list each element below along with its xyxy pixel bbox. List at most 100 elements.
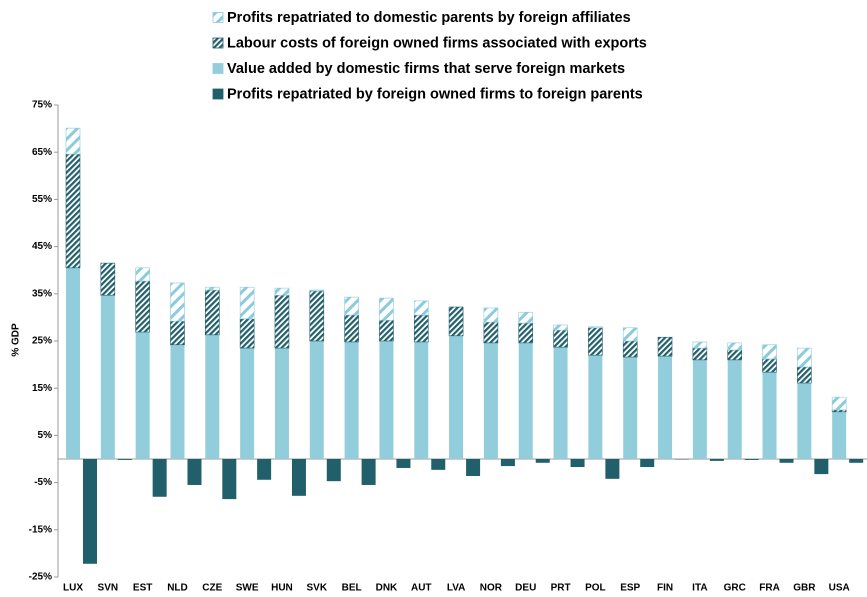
x-tick-label: SVK: [307, 583, 328, 594]
x-tick-label: GBR: [793, 583, 816, 594]
x-tick-label: LUX: [63, 583, 83, 594]
bar-segment: [622, 327, 638, 342]
bar: [640, 459, 655, 468]
bar-segment: [100, 262, 116, 296]
x-tick-label: HUN: [271, 583, 293, 594]
bar-segment: [727, 359, 742, 459]
y-tick-label: -25%: [29, 572, 52, 583]
bar-segment: [135, 280, 150, 333]
y-tick-label: 25%: [32, 336, 52, 347]
bar-segment: [65, 127, 81, 155]
bar: [500, 459, 515, 467]
bar: [779, 459, 794, 463]
bar-segment: [240, 348, 255, 459]
bar-segment: [274, 294, 290, 349]
bar-segment: [588, 327, 603, 356]
legend-label: Value added by domestic firms that serve…: [227, 61, 625, 77]
x-tick-label: FIN: [657, 583, 673, 594]
bar: [744, 459, 759, 460]
bar-segment: [727, 349, 742, 361]
y-tick-label: 75%: [32, 100, 52, 111]
bar-segment: [797, 347, 812, 368]
bar-segment: [65, 153, 81, 269]
x-tick-label: CZE: [202, 583, 222, 594]
y-tick-label: -15%: [29, 524, 52, 535]
x-tick-label: EST: [133, 583, 152, 594]
bar-segment: [344, 314, 359, 343]
y-tick-label: 35%: [32, 288, 52, 299]
bar: [291, 459, 306, 496]
bar-segment: [170, 344, 185, 459]
bar-segment: [518, 342, 533, 459]
legend-label: Labour costs of foreign owned firms asso…: [227, 35, 647, 51]
bar: [396, 459, 411, 468]
bar: [814, 459, 829, 475]
bar-segment: [170, 320, 185, 346]
x-tick-label: ESP: [620, 583, 640, 594]
x-tick-label: AUT: [411, 583, 432, 594]
bar-segment: [483, 321, 499, 344]
bar-segment: [379, 319, 394, 342]
bar-segment: [448, 306, 464, 337]
bar-segment: [170, 282, 185, 322]
bar-segment: [135, 267, 150, 282]
bar: [361, 459, 376, 485]
bar-segment: [274, 348, 289, 459]
legend-swatch: [212, 88, 224, 100]
bar-segment: [379, 341, 394, 459]
bar-segment: [205, 334, 220, 459]
bar: [466, 459, 481, 476]
bar-segment: [762, 358, 777, 373]
x-tick-label: FRA: [759, 583, 780, 594]
y-tick-label: 5%: [38, 430, 53, 441]
bar: [187, 459, 202, 485]
legend: Profits repatriated to domestic parents …: [212, 10, 647, 102]
bar-segment: [205, 289, 220, 336]
x-tick-label: DEU: [515, 583, 536, 594]
bar-segment: [379, 297, 394, 321]
bar-segment: [553, 324, 568, 331]
bar-segment: [483, 307, 499, 323]
bar-segment: [518, 311, 534, 324]
x-tick-label: ITA: [692, 583, 707, 594]
bar: [709, 459, 724, 461]
bar-segment: [797, 383, 812, 459]
bar-segment: [762, 344, 777, 360]
bar: [570, 459, 585, 468]
bar: [222, 459, 237, 500]
bar-segment: [831, 396, 847, 411]
bar-segment: [135, 332, 150, 459]
bar-segment: [658, 356, 673, 459]
bar-segment: [413, 314, 429, 343]
x-tick-label: USA: [829, 583, 850, 594]
bar: [535, 459, 550, 463]
y-tick-label: -5%: [34, 477, 52, 488]
y-tick-label: 55%: [32, 194, 52, 205]
bar-segment: [100, 295, 115, 459]
bar-segment: [692, 359, 707, 459]
y-tick-label: 45%: [32, 241, 52, 252]
bar-segment: [309, 290, 325, 342]
bar-segment: [797, 366, 812, 384]
bar-segment: [623, 357, 638, 459]
bar-segment: [553, 329, 568, 348]
bar-segment: [588, 326, 603, 329]
bar: [605, 459, 620, 479]
x-tick-label: GRC: [724, 583, 746, 594]
bar: [431, 459, 446, 470]
bar: [152, 459, 167, 497]
y-tick-label: 65%: [32, 147, 52, 158]
bar-segment: [239, 286, 255, 320]
bar: [117, 459, 132, 460]
bar-segment: [692, 341, 708, 349]
legend-label: Profits repatriated by foreign owned fir…: [227, 86, 643, 102]
bar-segment: [344, 296, 359, 316]
x-tick-label: LVA: [447, 583, 466, 594]
bar-segment: [413, 300, 429, 316]
x-tick-label: BEL: [342, 583, 362, 594]
bar-segment: [344, 341, 359, 459]
bar-segment: [622, 340, 638, 358]
x-tick-label: POL: [585, 583, 606, 594]
legend-swatch: [212, 37, 224, 49]
